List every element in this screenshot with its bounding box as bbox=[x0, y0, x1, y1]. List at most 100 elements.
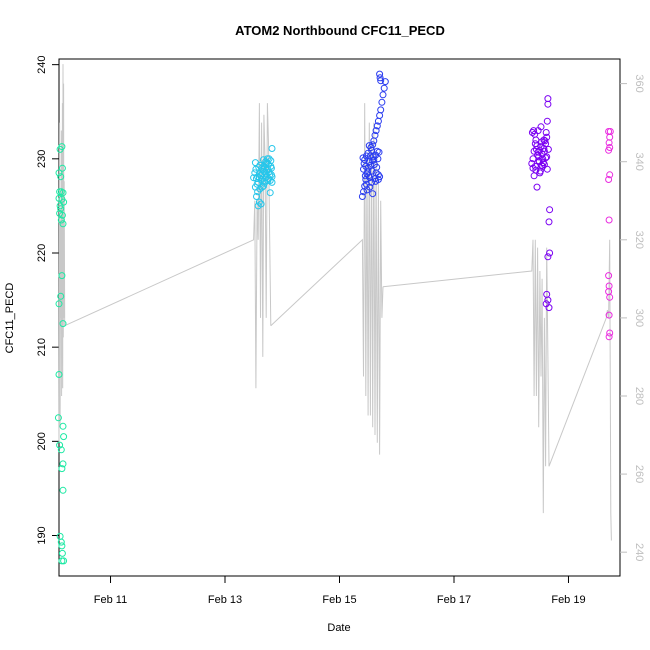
gray-line-segment bbox=[64, 103, 272, 389]
data-point bbox=[57, 446, 65, 454]
data-point bbox=[59, 422, 67, 430]
data-point bbox=[606, 133, 614, 141]
y-axis-title: CFC11_PECD bbox=[4, 283, 16, 354]
data-point bbox=[55, 169, 63, 177]
data-point bbox=[362, 152, 370, 160]
data-point bbox=[59, 486, 67, 494]
gray-line-segment bbox=[548, 239, 612, 541]
data-point bbox=[59, 320, 67, 328]
data-point bbox=[55, 371, 63, 378]
data-point bbox=[535, 158, 543, 166]
data-point bbox=[258, 170, 266, 178]
right-y-axis: 240 260 280 300 320 340 360 bbox=[620, 74, 645, 561]
data-point bbox=[60, 198, 68, 206]
data-point bbox=[546, 249, 554, 257]
gray-line-segment bbox=[58, 64, 66, 443]
data-point bbox=[56, 202, 64, 210]
y-tick-label-right: 260 bbox=[633, 465, 645, 483]
data-point bbox=[59, 189, 67, 197]
data-point bbox=[369, 157, 377, 165]
data-point bbox=[532, 166, 540, 174]
x-tick-label: Feb 15 bbox=[322, 594, 356, 606]
data-point bbox=[530, 172, 538, 180]
data-point bbox=[542, 300, 550, 308]
data-point bbox=[546, 206, 554, 214]
data-point bbox=[58, 272, 66, 280]
data-point bbox=[361, 172, 369, 180]
data-point bbox=[374, 171, 382, 179]
y-tick-label-right: 360 bbox=[633, 74, 645, 92]
data-point bbox=[376, 70, 384, 78]
data-point bbox=[542, 129, 550, 136]
x-axis-title: Date bbox=[327, 622, 350, 634]
y-tick-label-left: 220 bbox=[36, 244, 48, 262]
data-point bbox=[258, 183, 266, 191]
data-point bbox=[378, 98, 386, 106]
data-point bbox=[545, 218, 553, 226]
data-point bbox=[256, 161, 264, 169]
data-point bbox=[543, 153, 551, 161]
data-point bbox=[58, 549, 66, 557]
data-point bbox=[605, 139, 613, 147]
data-point bbox=[605, 333, 613, 341]
data-point bbox=[541, 137, 549, 145]
data-point bbox=[58, 143, 66, 151]
data-point bbox=[381, 78, 389, 86]
data-point bbox=[255, 198, 263, 206]
data-point bbox=[266, 189, 274, 197]
data-point bbox=[58, 164, 66, 172]
data-point bbox=[376, 74, 384, 82]
data-point bbox=[360, 165, 367, 173]
data-point bbox=[59, 460, 67, 468]
data-point bbox=[544, 100, 552, 108]
data-point bbox=[370, 161, 378, 168]
x-tick-label: Feb 11 bbox=[94, 594, 127, 606]
y-tick-label-left: 210 bbox=[36, 338, 48, 356]
data-point bbox=[605, 272, 613, 280]
left-y-axis: 190 200 210 220 230 240 bbox=[36, 55, 59, 545]
data-point bbox=[538, 138, 546, 146]
data-point bbox=[56, 209, 64, 217]
data-point bbox=[542, 140, 550, 148]
data-point bbox=[57, 173, 65, 181]
chart-title: ATOM2 Northbound CFC11_PECD bbox=[235, 23, 445, 38]
data-point bbox=[259, 182, 267, 190]
data-point bbox=[251, 183, 259, 191]
data-point bbox=[377, 106, 385, 114]
data-point bbox=[544, 145, 552, 153]
data-point bbox=[606, 128, 614, 135]
data-point bbox=[371, 131, 379, 139]
data-point bbox=[533, 183, 541, 191]
data-point bbox=[530, 127, 538, 135]
data-point bbox=[361, 182, 369, 190]
data-point bbox=[261, 177, 268, 185]
data-point bbox=[544, 296, 552, 304]
data-point bbox=[267, 171, 275, 179]
data-point bbox=[606, 171, 614, 179]
x-axis: Feb 11 Feb 13 Feb 15 Feb 17 Feb 19 bbox=[94, 576, 586, 606]
data-point bbox=[543, 117, 551, 125]
data-point bbox=[605, 216, 613, 224]
data-point bbox=[58, 465, 66, 473]
data-point bbox=[534, 148, 542, 156]
data-point bbox=[544, 253, 552, 261]
data-point bbox=[359, 154, 367, 162]
y-tick-label-left: 230 bbox=[36, 150, 48, 168]
data-point bbox=[263, 159, 271, 167]
y-tick-label-right: 280 bbox=[633, 387, 645, 405]
y-tick-label-right: 320 bbox=[633, 231, 645, 249]
data-point bbox=[253, 193, 260, 200]
data-point bbox=[540, 145, 548, 152]
data-point bbox=[542, 154, 550, 162]
data-point bbox=[59, 220, 67, 228]
data-point bbox=[257, 200, 265, 208]
data-point bbox=[606, 329, 614, 337]
data-point bbox=[57, 538, 65, 546]
data-point bbox=[372, 177, 380, 185]
y-tick-label-left: 240 bbox=[36, 55, 48, 73]
data-point bbox=[540, 136, 548, 144]
x-tick-label: Feb 19 bbox=[551, 594, 585, 606]
data-point bbox=[57, 205, 65, 213]
data-point bbox=[57, 292, 65, 300]
gray-line-series bbox=[58, 64, 612, 541]
